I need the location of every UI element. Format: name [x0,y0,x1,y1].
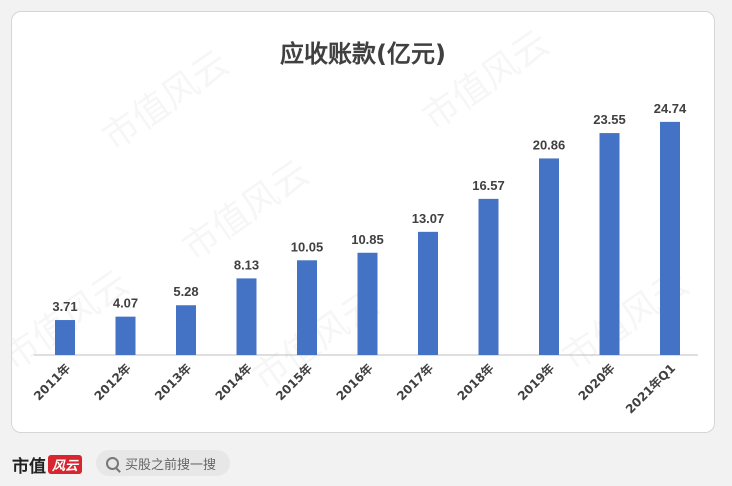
x-tick-label: 2016年 [333,361,376,404]
bar [599,133,620,355]
bar-chart: 3.71 2011年 4.07 2012年 5.28 2013年 8.13 2014年 10.0… [30,101,698,417]
bar [539,158,559,355]
x-tick-label: 2020年 [575,361,618,404]
x-tick-label: 2021年Q1 [622,361,678,417]
data-label: 13.07 [412,211,445,226]
logo-mark: 风云 [48,455,83,474]
bar [660,121,680,355]
x-tick-label: 2013年 [151,361,194,404]
x-tick-label: 2017年 [393,361,436,404]
search-input[interactable]: 买股之前搜一搜 [96,450,231,476]
data-label: 8.13 [234,257,259,272]
bar [236,278,257,355]
footer-bar: 市值 风云 买股之前搜一搜 [0,440,732,486]
bar [55,320,75,355]
data-label: 16.57 [472,178,505,193]
search-placeholder: 买股之前搜一搜 [125,457,217,473]
data-label: 10.05 [291,239,324,254]
x-tick-label: 2011年 [30,361,73,404]
data-label: 5.28 [173,284,198,299]
bar [478,198,499,355]
bar [297,260,317,355]
data-label: 23.55 [593,112,626,127]
data-label: 10.85 [351,232,384,247]
x-tick-label: 2012年 [91,361,134,404]
bar [357,252,378,355]
bar [418,231,438,355]
bar [176,305,196,355]
data-label: 20.86 [533,137,566,152]
brand-logo[interactable]: 市值 风云 [12,452,83,477]
logo-text: 市值 [12,457,46,477]
x-tick-label: 2015年 [272,361,315,404]
chart-title: 应收账款(亿元) [280,40,446,68]
data-label: 24.74 [654,101,687,116]
data-label: 4.07 [113,296,138,311]
bar [115,316,136,355]
x-tick-label: 2014年 [212,361,255,404]
search-icon [106,456,119,470]
x-tick-label: 2019年 [514,361,557,404]
data-label: 3.71 [52,299,77,314]
x-tick-label: 2018年 [454,361,497,404]
